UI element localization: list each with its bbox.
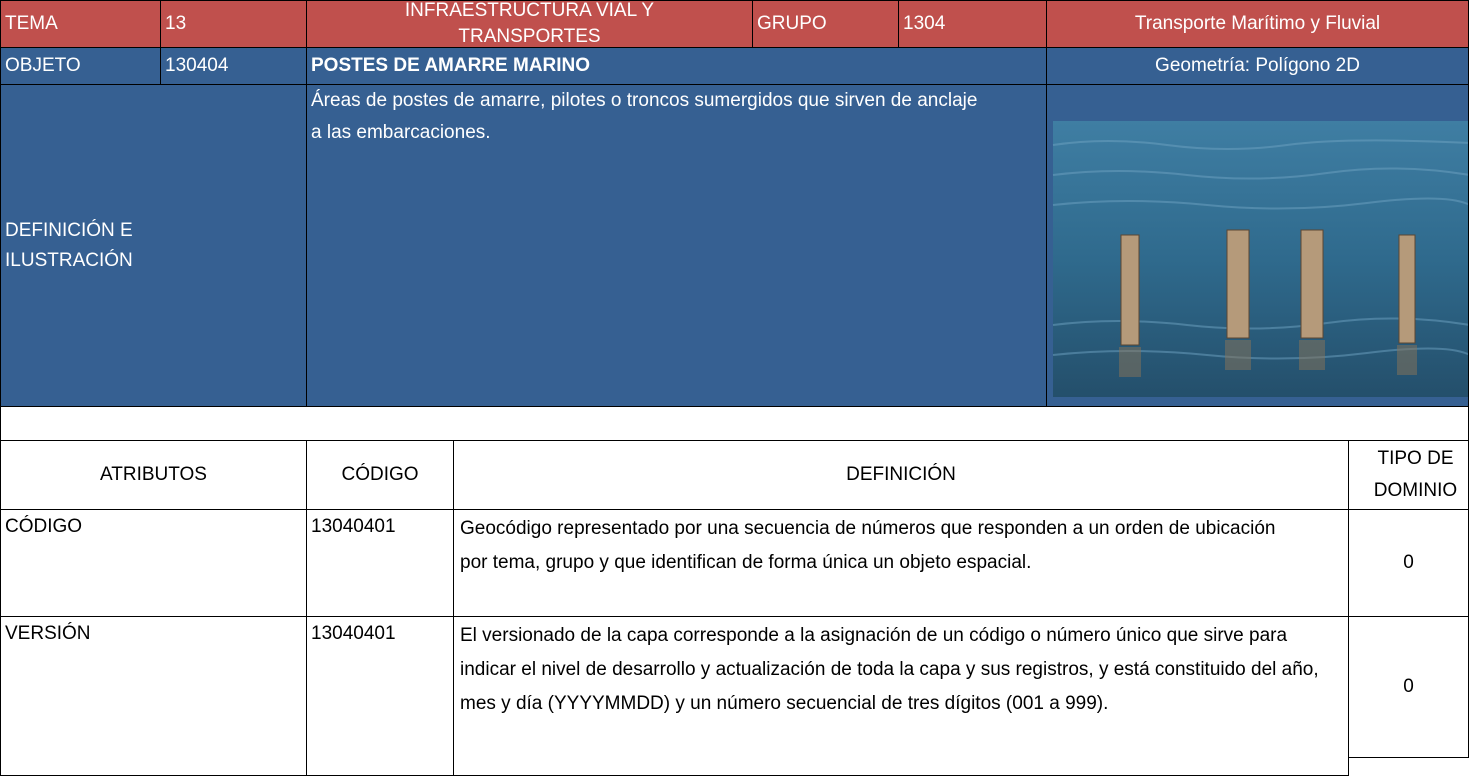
col-header: CÓDIGO bbox=[306, 440, 454, 510]
col-header: TIPO DE DOMINIO bbox=[1348, 440, 1469, 510]
tema-name: INFRAESTRUCTURA VIAL Y TRANSPORTES bbox=[306, 0, 753, 48]
cell: 0 bbox=[1348, 509, 1469, 617]
cell: El versionado de la capa corresponde a l… bbox=[453, 616, 1349, 776]
definition-label: DEFINICIÓN E ILUSTRACIÓN bbox=[0, 84, 307, 407]
cell: CÓDIGO bbox=[0, 509, 307, 617]
objeto-name: POSTES DE AMARRE MARINO bbox=[306, 47, 1047, 85]
illustration-cell bbox=[1046, 84, 1469, 407]
cell: Geocódigo representado por una secuencia… bbox=[453, 509, 1349, 617]
objeto-code: 130404 bbox=[160, 47, 307, 85]
definition-text: Áreas de postes de amarre, pilotes o tro… bbox=[306, 84, 1047, 407]
col-header: DEFINICIÓN bbox=[453, 440, 1349, 510]
posts bbox=[1120, 229, 1416, 346]
reflections bbox=[1119, 340, 1417, 377]
cell: 13040401 bbox=[306, 509, 454, 617]
definition-label-text: DEFINICIÓN E ILUSTRACIÓN bbox=[5, 219, 133, 271]
cell: VERSIÓN bbox=[0, 616, 307, 776]
spacer-row bbox=[0, 406, 1469, 441]
objeto-label: OBJETO bbox=[0, 47, 161, 85]
ripples bbox=[1052, 139, 1468, 360]
tema: 13 bbox=[160, 0, 307, 48]
grupo: 1304 bbox=[898, 0, 1047, 48]
tema-label: TEMA bbox=[0, 0, 161, 48]
cell: 13040401 bbox=[306, 616, 454, 776]
col-header: ATRIBUTOS bbox=[0, 440, 307, 510]
illustration bbox=[1052, 121, 1468, 397]
geometry: Geometría: Polígono 2D bbox=[1046, 47, 1469, 85]
grupo-name: Transporte Marítimo y Fluvial bbox=[1046, 0, 1469, 48]
cell: 0 bbox=[1348, 616, 1469, 758]
grupo-label: GRUPO bbox=[752, 0, 899, 48]
